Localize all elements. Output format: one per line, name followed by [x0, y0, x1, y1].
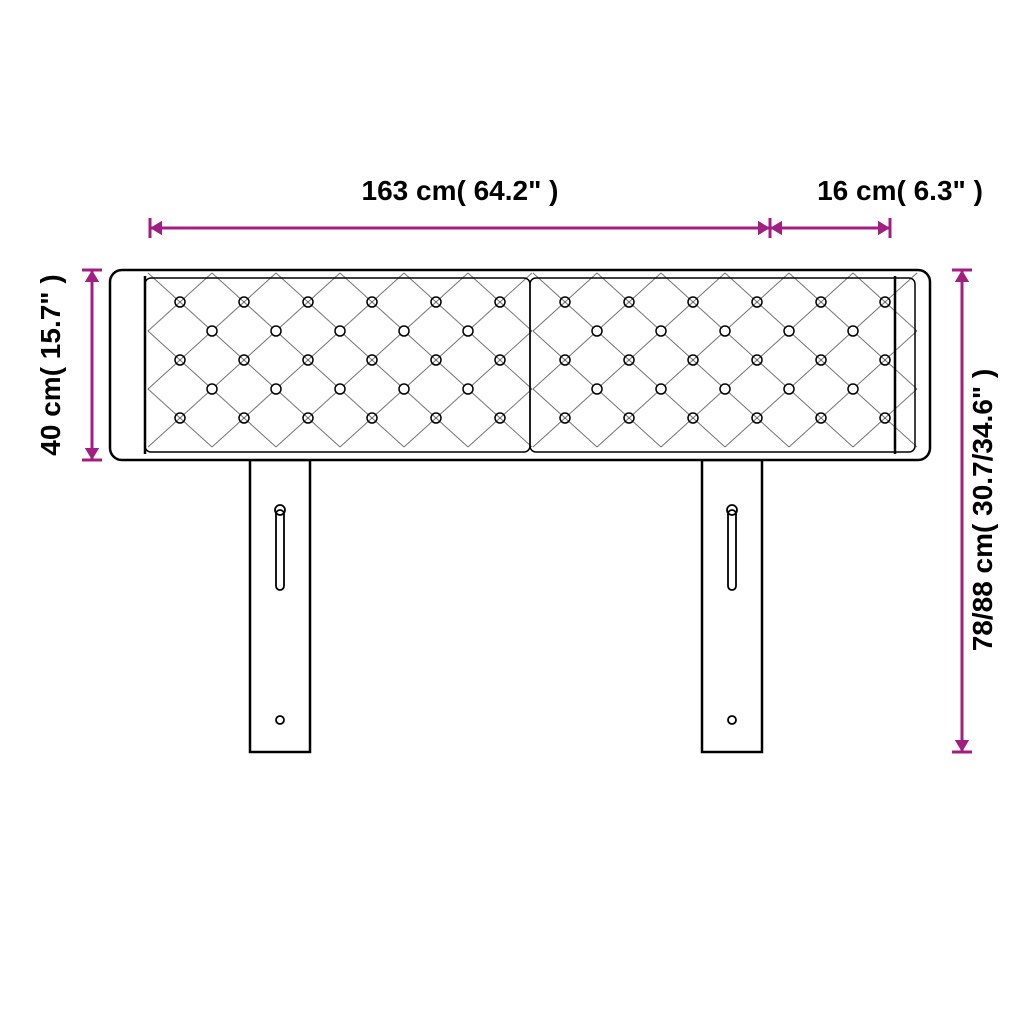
- dim-depth-label: 16 cm( 6.3" ): [817, 175, 983, 206]
- mounting-leg: [702, 460, 762, 752]
- dim-panel-height-label: 40 cm( 15.7" ): [35, 274, 66, 455]
- dimension-diagram: 163 cm( 64.2" ) 16 cm( 6.3" ) 40 cm( 15.7"…: [0, 0, 1024, 1024]
- headboard: [110, 270, 930, 460]
- mounting-leg: [250, 460, 310, 752]
- dim-width-label: 163 cm( 64.2" ): [362, 175, 559, 206]
- dim-total-height-label: 78/88 cm( 30.7/34.6" ): [967, 369, 998, 652]
